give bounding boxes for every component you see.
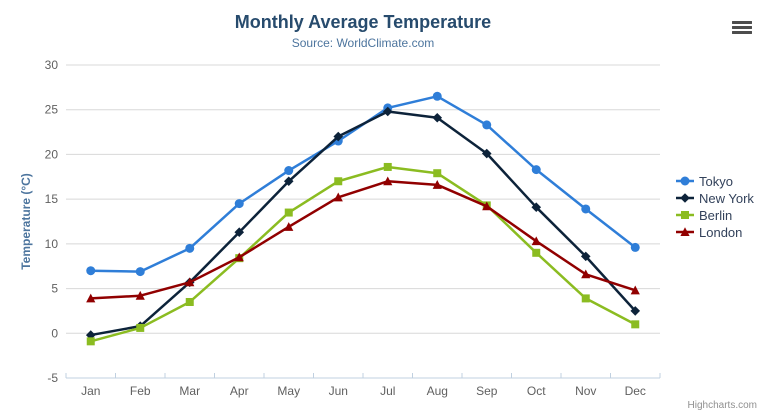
x-axis-label: Feb [130,384,151,398]
chart-subtitle: Source: WorldClimate.com [291,36,435,50]
hamburger-icon [732,20,752,34]
x-axis-label: Apr [230,384,249,398]
context-menu-button[interactable] [729,17,757,39]
x-axis-label: Mar [179,384,200,398]
x-axis-label: May [277,384,300,398]
legend-item-label: Berlin [699,207,733,223]
legend-item-tokyo[interactable]: Tokyo [676,173,754,189]
legend-item-berlin[interactable]: Berlin [676,207,754,223]
y-axis-tick-label: 15 [45,192,59,206]
x-axis-label: Jul [380,384,395,398]
legend-marker-diamond-icon [676,193,694,203]
y-axis-tick-label: -5 [47,371,58,385]
y-axis-tick-label: 20 [45,147,59,161]
y-axis-tick-label: 25 [45,103,59,117]
series-london[interactable] [86,176,640,303]
legend-marker-circle-icon [676,176,694,186]
series-tokyo[interactable] [86,91,640,277]
y-axis-title: Temperature (°C) [19,173,33,270]
credits-link[interactable]: Highcharts.com [687,400,757,411]
legend-marker-triangle-icon [676,227,694,236]
series-new-york[interactable] [85,106,641,340]
legend-item-london[interactable]: London [676,224,754,240]
x-axis-label: Sep [476,384,498,398]
y-axis-tick-label: 0 [51,326,58,340]
legend-item-new-york[interactable]: New York [676,190,754,206]
x-axis-label: Jun [329,384,348,398]
x-axis-label: Jan [81,384,100,398]
x-axis-label: Nov [575,384,596,398]
x-axis-label: Oct [527,384,546,398]
legend: Tokyo New York Berlin London [676,173,754,240]
legend-item-label: Tokyo [699,173,733,189]
y-axis-tick-label: 5 [51,282,58,296]
legend-item-label: London [699,224,743,240]
x-axis-label: Aug [427,384,448,398]
y-axis-tick-label: 30 [45,58,59,72]
legend-marker-square-icon [676,211,694,219]
x-axis-label: Dec [625,384,646,398]
chart-title: Monthly Average Temperature [234,12,492,32]
legend-item-label: New York [699,190,754,206]
y-axis-tick-label: 10 [45,237,59,251]
